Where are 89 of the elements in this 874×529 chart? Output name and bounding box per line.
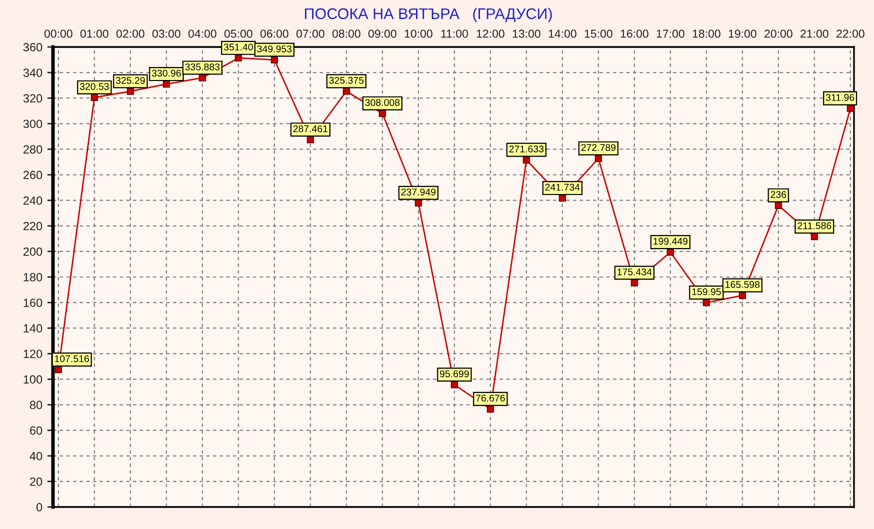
point bbox=[450, 381, 458, 388]
y-tick-label: 220 bbox=[23, 222, 42, 230]
point bbox=[738, 292, 746, 299]
x-tick-label: 08:00 bbox=[332, 30, 360, 38]
x-tick-label: 20:00 bbox=[764, 30, 792, 38]
data-label: 211.586 bbox=[798, 222, 832, 230]
x-tick-label: 18:00 bbox=[692, 30, 720, 38]
point bbox=[414, 199, 422, 206]
x-tick-label: 11:00 bbox=[441, 30, 468, 38]
x-tick-label: 21:00 bbox=[800, 30, 828, 38]
x-tick-label: 19:00 bbox=[728, 30, 756, 38]
data-label: 76.676 bbox=[476, 394, 505, 402]
x-tick-label: 22:00 bbox=[836, 30, 864, 38]
x-tick-label: 04:00 bbox=[188, 30, 216, 38]
data-label: 320.53 bbox=[80, 83, 109, 90]
x-tick-label: 15:00 bbox=[584, 30, 612, 38]
data-label: 325.375 bbox=[329, 76, 364, 84]
data-label: 241.734 bbox=[545, 184, 580, 191]
y-tick-label: 180 bbox=[24, 273, 42, 282]
point bbox=[198, 74, 206, 82]
x-tick-label: 01:00 bbox=[80, 30, 108, 38]
data-label: 272.789 bbox=[581, 144, 616, 151]
y-tick-label: 280 bbox=[23, 145, 42, 154]
data-label: 199.449 bbox=[654, 238, 688, 245]
point bbox=[162, 80, 170, 88]
y-tick-label: 0 bbox=[36, 503, 42, 512]
y-tick-label: 160 bbox=[24, 298, 42, 307]
point bbox=[846, 104, 854, 112]
point bbox=[126, 88, 134, 95]
y-tick-label: 60 bbox=[30, 426, 42, 435]
data-label: 351.40 bbox=[224, 44, 253, 51]
y-tick-label: 260 bbox=[23, 170, 42, 180]
x-tick-label: 12:00 bbox=[476, 30, 504, 38]
data-label: 237.949 bbox=[401, 188, 436, 196]
point bbox=[342, 88, 350, 95]
point bbox=[558, 194, 566, 202]
data-label: 271.633 bbox=[509, 146, 544, 152]
point bbox=[702, 299, 710, 306]
data-label: 325.29 bbox=[116, 76, 145, 84]
data-label: 287.461 bbox=[293, 125, 328, 132]
x-tick-label: 00:00 bbox=[44, 30, 72, 38]
y-tick-label: 300 bbox=[23, 120, 42, 128]
x-tick-label: 07:00 bbox=[296, 30, 324, 38]
data-label: 165.598 bbox=[726, 281, 760, 288]
data-label: 95.699 bbox=[440, 370, 469, 378]
x-tick-label: 10:00 bbox=[404, 30, 432, 38]
y-tick-label: 240 bbox=[23, 196, 42, 205]
y-tick-label: 360 bbox=[23, 43, 42, 52]
point bbox=[306, 136, 314, 144]
data-label: 236 bbox=[770, 191, 786, 198]
y-tick-label: 40 bbox=[30, 452, 42, 460]
y-tick-label: 320 bbox=[23, 94, 42, 103]
data-label: 335.883 bbox=[185, 63, 220, 70]
data-label: 330.96 bbox=[152, 70, 181, 77]
y-tick-label: 20 bbox=[30, 477, 42, 486]
y-tick-label: 120 bbox=[24, 350, 42, 358]
x-tick-label: 09:00 bbox=[368, 30, 396, 38]
point bbox=[666, 248, 674, 256]
chart-title: ПОСОКА НА ВЯТЪРА (ГРАДУСИ) bbox=[304, 8, 552, 22]
x-tick-label: 16:00 bbox=[620, 30, 648, 38]
data-label: 159.95 bbox=[692, 288, 721, 296]
point bbox=[810, 233, 818, 240]
point bbox=[54, 366, 62, 374]
data-label: 311.96 bbox=[826, 94, 854, 101]
x-tick-label: 13:00 bbox=[512, 30, 540, 38]
point bbox=[630, 279, 638, 286]
x-tick-label: 02:00 bbox=[116, 30, 144, 38]
x-tick-label: 03:00 bbox=[152, 30, 180, 38]
point bbox=[270, 56, 278, 64]
point bbox=[90, 94, 98, 101]
x-tick-label: 06:00 bbox=[260, 30, 288, 38]
point bbox=[378, 110, 386, 117]
point bbox=[234, 54, 242, 62]
point bbox=[522, 156, 530, 164]
x-tick-label: 17:00 bbox=[656, 30, 684, 38]
point bbox=[486, 405, 494, 413]
y-tick-label: 80 bbox=[30, 400, 42, 410]
data-label: 349.953 bbox=[257, 45, 292, 52]
y-tick-label: 100 bbox=[24, 375, 42, 384]
point bbox=[594, 154, 602, 162]
data-label: 175.434 bbox=[618, 268, 652, 276]
y-tick-label: 200 bbox=[23, 247, 42, 256]
point bbox=[774, 202, 782, 209]
y-tick-label: 140 bbox=[24, 324, 42, 333]
x-tick-label: 14:00 bbox=[548, 30, 576, 38]
data-label: 107.516 bbox=[54, 355, 89, 362]
data-label: 308.008 bbox=[365, 99, 400, 106]
y-tick-label: 340 bbox=[23, 68, 42, 77]
x-tick-label: 05:00 bbox=[224, 30, 252, 38]
